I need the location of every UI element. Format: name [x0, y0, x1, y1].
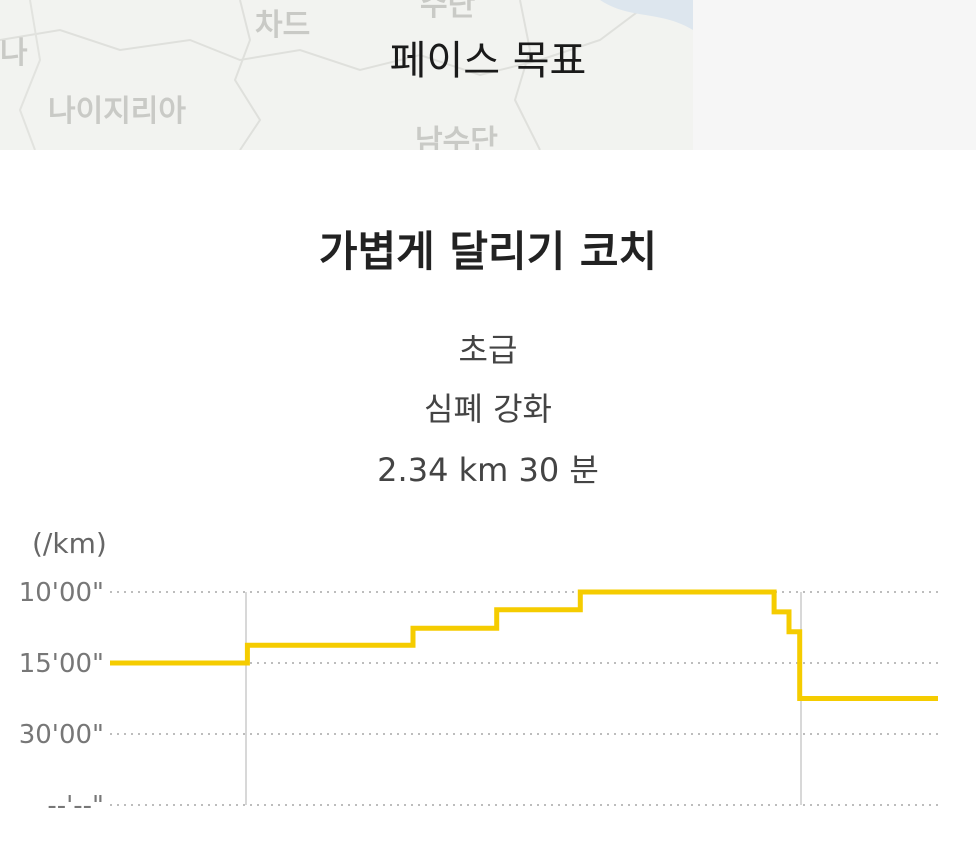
header-panel [693, 0, 976, 150]
y-tick-label: 15'00" [19, 649, 104, 679]
page-title: 페이스 목표 [389, 38, 587, 84]
y-axis-unit: (/km) [32, 527, 107, 560]
map-label: 수단 [420, 0, 476, 23]
map-label: 나이지리아 [48, 94, 186, 129]
map-borders [0, 0, 693, 150]
pace-series-line [110, 589, 938, 701]
y-tick-label: --'--" [47, 791, 104, 821]
coach-summary: 2.34 km 30 분 [377, 451, 599, 489]
map-label: 나 [0, 36, 28, 71]
y-tick-label: 10'00" [19, 578, 104, 608]
coach-title: 가볍게 달리기 코치 [318, 227, 658, 276]
map-label: 차드 [255, 8, 311, 43]
map-label: 남수단 [415, 124, 498, 150]
map-header: 차드 나 나이지리아 남수단 수단 페이스 목표 [0, 0, 976, 150]
coach-focus: 심폐 강화 [424, 390, 552, 428]
map-background: 차드 나 나이지리아 남수단 수단 [0, 0, 693, 150]
y-tick-label: 30'00" [19, 720, 104, 750]
coach-level: 초급 [458, 331, 518, 369]
pace-chart: 10'00" 15'00" 30'00" --'--" [19, 578, 938, 821]
